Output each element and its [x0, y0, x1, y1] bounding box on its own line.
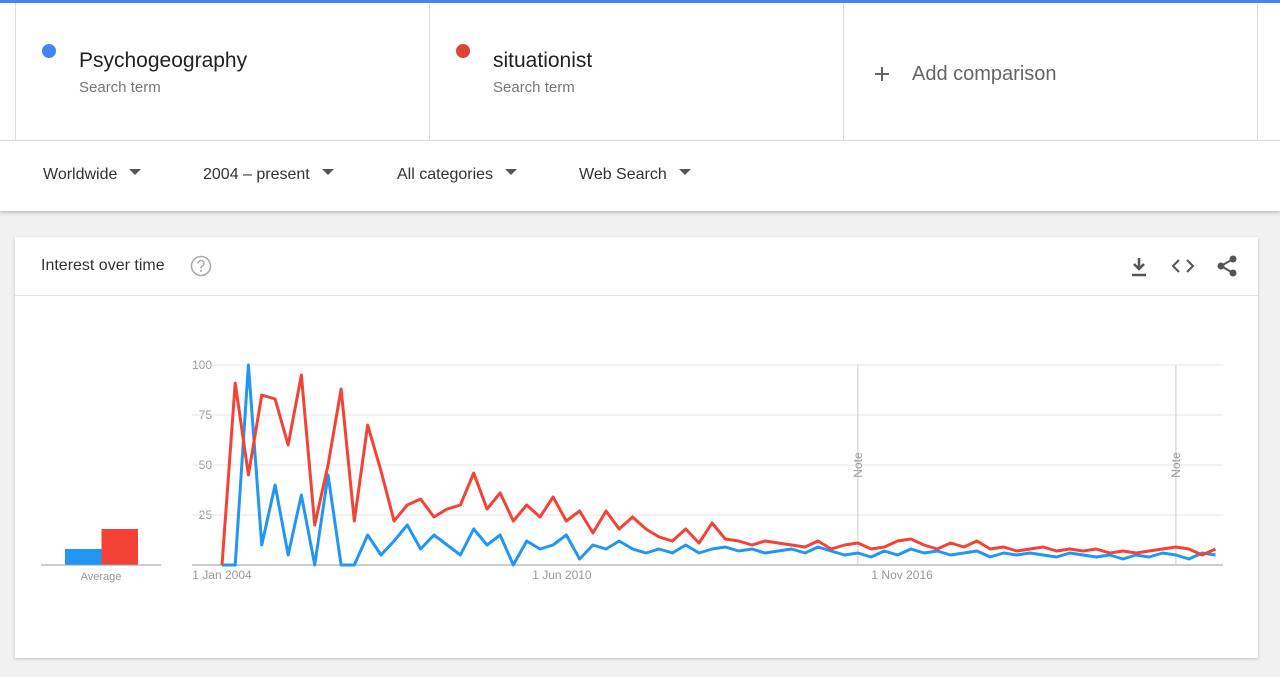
download-icon[interactable]: [1129, 256, 1149, 278]
help-icon[interactable]: [190, 255, 212, 277]
note-label: Note: [1169, 452, 1183, 478]
filter[interactable]: Web Search: [579, 166, 691, 184]
term-kind: Search term: [493, 79, 575, 96]
share-icon[interactable]: [1215, 254, 1239, 278]
x-tick-label: 1 Nov 2016: [871, 568, 933, 582]
divider: [15, 295, 1258, 296]
filter[interactable]: 2004 – present: [203, 166, 334, 184]
x-tick-label: 1 Jun 2010: [532, 568, 592, 582]
card-title: Interest over time: [41, 257, 165, 274]
note-label: Note: [851, 452, 865, 478]
term-dot: [456, 44, 470, 58]
average-label: Average: [81, 571, 122, 583]
filter[interactable]: All categories: [397, 166, 517, 184]
term-box[interactable]: Psychogeography Search term: [15, 3, 430, 140]
plus-icon: [875, 67, 889, 81]
term-kind: Search term: [79, 79, 161, 96]
series-line: [220, 373, 1217, 566]
term-box[interactable]: situationist Search term: [430, 3, 844, 140]
average-bar: [101, 529, 138, 565]
term-bar: Psychogeography Search term situationist…: [0, 0, 1280, 140]
term-name: situationist: [493, 49, 593, 72]
term-name: Psychogeography: [79, 49, 248, 72]
x-tick-label: 1 Jan 2004: [192, 568, 252, 582]
filter-bar: Worldwide 2004 – present All categories …: [0, 140, 1280, 211]
add-comparison: Add comparison: [912, 63, 1057, 85]
series-line: [222, 363, 1216, 567]
filter[interactable]: Worldwide: [43, 166, 141, 184]
card: Interest over time: [15, 237, 1258, 658]
add-box[interactable]: Add comparison: [844, 3, 1258, 140]
term-dot: [42, 44, 56, 58]
average-bar: [65, 549, 102, 565]
embed-icon[interactable]: [1171, 256, 1195, 276]
